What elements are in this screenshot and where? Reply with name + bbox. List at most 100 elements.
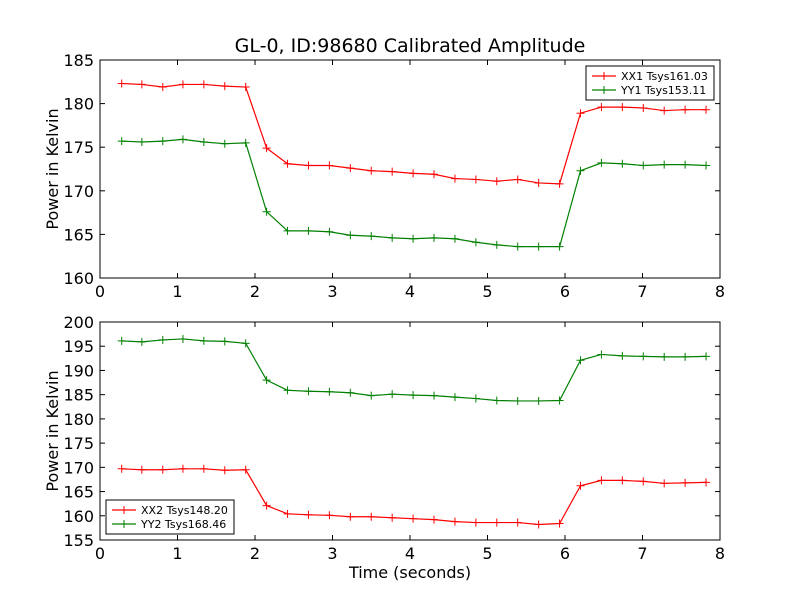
data-point-marker	[325, 227, 334, 236]
x-tick-label: 0	[95, 282, 105, 301]
data-point-marker	[137, 465, 146, 474]
data-point-marker	[158, 137, 167, 146]
y-tick-label: 160	[63, 507, 94, 526]
data-point-marker	[430, 391, 439, 400]
data-point-marker	[597, 350, 606, 359]
legend-label: YY1 Tsys153.11	[620, 84, 706, 97]
x-tick-label: 3	[327, 544, 337, 563]
data-point-marker	[367, 391, 376, 400]
data-point-marker	[534, 178, 543, 187]
y-tick-label: 185	[63, 51, 94, 70]
data-point-marker	[388, 513, 397, 522]
data-point-marker	[555, 519, 564, 528]
data-point-marker	[262, 376, 271, 385]
data-point-marker	[325, 511, 334, 520]
data-point-marker	[117, 464, 126, 473]
data-point-marker	[178, 80, 187, 89]
data-point-marker	[325, 387, 334, 396]
y-tick-label: 185	[63, 386, 94, 405]
data-point-marker	[199, 80, 208, 89]
data-point-marker	[220, 337, 229, 346]
data-point-marker	[241, 465, 250, 474]
y-tick-label: 190	[63, 361, 94, 380]
data-point-marker	[158, 83, 167, 92]
bottom-subplot: 0 1 2 3 4 5 6 7 8 155 160 165 170 175 180 185 190 195 200 P…	[43, 313, 725, 563]
data-point-marker	[597, 158, 606, 167]
legend-label: YY2 Tsys168.46	[140, 518, 226, 531]
data-point-marker	[555, 396, 564, 405]
data-point-marker	[388, 390, 397, 399]
data-point-marker	[702, 105, 711, 114]
x-tick-label: 1	[172, 282, 182, 301]
data-point-marker	[702, 161, 711, 170]
data-point-marker	[117, 79, 126, 88]
data-point-marker	[576, 481, 585, 490]
data-point-marker	[325, 161, 334, 170]
top-subplot: 0 1 2 3 4 5 6 7 8 160 165 170 175 180 185 Power in Kelv…	[43, 51, 725, 301]
data-point-marker	[262, 144, 271, 153]
data-point-marker	[158, 335, 167, 344]
data-point-marker	[346, 512, 355, 521]
legend-marker	[600, 86, 608, 94]
data-point-marker	[117, 137, 126, 146]
data-point-marker	[430, 515, 439, 524]
x-tick-label: 2	[250, 282, 260, 301]
y-tick-label: 175	[63, 138, 94, 157]
data-point-marker	[283, 386, 292, 395]
data-point-marker	[241, 339, 250, 348]
data-point-marker	[346, 388, 355, 397]
legend-marker	[120, 520, 128, 528]
data-point-marker	[639, 103, 648, 112]
data-point-marker	[597, 103, 606, 112]
data-point-marker	[681, 160, 690, 169]
data-point-marker	[534, 520, 543, 529]
data-point-marker	[513, 175, 522, 184]
data-point-marker	[430, 170, 439, 179]
data-point-marker	[639, 352, 648, 361]
data-point-marker	[304, 510, 313, 519]
data-point-marker	[450, 517, 459, 526]
y-tick-label: 175	[63, 434, 94, 453]
data-point-marker	[450, 234, 459, 243]
legend-label: XX1 Tsys161.03	[621, 70, 708, 83]
data-point-marker	[618, 159, 627, 168]
y-tick-label: 155	[63, 531, 94, 550]
y-axis-label: Power in Kelvin	[43, 108, 62, 229]
data-point-marker	[555, 179, 564, 188]
x-tick-label: 8	[715, 282, 725, 301]
data-point-marker	[220, 466, 229, 475]
x-tick-label: 7	[637, 282, 647, 301]
data-point-marker	[137, 337, 146, 346]
data-point-marker	[220, 82, 229, 91]
data-point-marker	[492, 518, 501, 527]
data-point-marker	[681, 105, 690, 114]
data-point-marker	[346, 231, 355, 240]
x-tick-label: 5	[482, 282, 492, 301]
x-tick-label: 7	[637, 544, 647, 563]
data-point-marker	[409, 514, 418, 523]
y-axis-label: Power in Kelvin	[43, 370, 62, 491]
x-tick-label: 3	[327, 282, 337, 301]
data-point-marker	[117, 336, 126, 345]
data-point-marker	[199, 137, 208, 146]
y-tick-label: 165	[63, 483, 94, 502]
x-tick-label: 4	[405, 544, 415, 563]
legend-marker	[600, 72, 608, 80]
data-point-marker	[409, 169, 418, 178]
data-point-marker	[513, 396, 522, 405]
data-point-marker	[409, 234, 418, 243]
y-tick-label: 180	[63, 410, 94, 429]
data-point-marker	[137, 137, 146, 146]
data-point-marker	[681, 478, 690, 487]
data-point-marker	[513, 518, 522, 527]
data-point-marker	[471, 394, 480, 403]
data-point-marker	[304, 387, 313, 396]
data-point-marker	[409, 391, 418, 400]
data-point-marker	[430, 233, 439, 242]
y-tick-label: 180	[63, 95, 94, 114]
x-tick-label: 1	[172, 544, 182, 563]
data-point-marker	[304, 161, 313, 170]
